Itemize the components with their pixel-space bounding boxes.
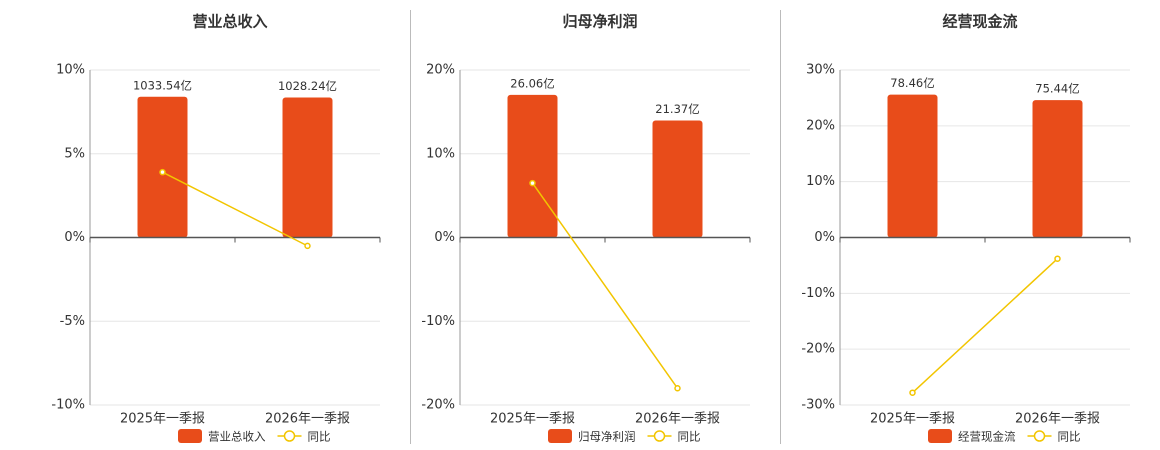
line-point <box>1054 255 1061 262</box>
y-tick-label: 10% <box>806 174 835 189</box>
legend-swatch <box>653 430 666 442</box>
x-tick-label: 2026年一季报 <box>635 412 720 427</box>
y-tick-label: 0% <box>814 230 835 245</box>
bar <box>282 97 333 238</box>
legend-label: 同比 <box>1058 430 1081 444</box>
y-tick-label: -5% <box>60 314 85 329</box>
chart-title: 营业总收入 <box>192 13 267 31</box>
bar <box>887 94 938 238</box>
y-tick-label: -20% <box>421 398 455 413</box>
y-tick-label: 20% <box>426 63 455 78</box>
legend-swatch <box>1033 430 1046 442</box>
bar <box>1032 100 1083 238</box>
legend-label: 营业总收入 <box>208 430 266 444</box>
legend-label: 归母净利润 <box>578 430 636 444</box>
line <box>531 182 679 389</box>
y-tick-label: -10% <box>421 314 455 329</box>
value-label: 26.06亿 <box>510 76 554 90</box>
value-label: 21.37亿 <box>655 102 699 116</box>
line-point <box>674 385 681 392</box>
legend-swatch <box>283 430 296 442</box>
y-tick-label: 10% <box>426 146 455 161</box>
x-tick-label: 2026年一季报 <box>265 412 350 427</box>
value-label: 1033.54亿 <box>133 78 192 92</box>
y-tick-label: -20% <box>801 342 835 357</box>
y-tick-label: 0% <box>64 230 85 245</box>
line-point <box>909 389 916 396</box>
bar <box>137 96 188 238</box>
legend-swatch <box>548 429 572 443</box>
bar <box>652 120 703 238</box>
legend-label: 同比 <box>678 430 701 444</box>
x-tick-label: 2025年一季报 <box>870 412 955 427</box>
chart-title: 经营现金流 <box>942 13 1017 31</box>
y-tick-label: 10% <box>56 63 85 78</box>
value-label: 1028.24亿 <box>278 79 337 93</box>
x-tick-label: 2025年一季报 <box>490 412 575 427</box>
y-tick-label: -10% <box>51 398 85 413</box>
legend-swatch <box>178 429 202 443</box>
line <box>162 171 308 247</box>
x-tick-label: 2025年一季报 <box>120 412 205 427</box>
value-label: 75.44亿 <box>1035 82 1079 96</box>
line-point <box>304 242 311 250</box>
y-tick-label: 20% <box>806 118 835 133</box>
y-tick-label: 30% <box>806 63 835 78</box>
value-label: 78.46亿 <box>890 76 934 90</box>
legend-label: 经营现金流 <box>958 430 1016 444</box>
line-point <box>159 168 166 176</box>
line <box>911 258 1059 394</box>
legend-swatch <box>928 429 952 443</box>
y-tick-label: 5% <box>64 146 85 161</box>
y-tick-label: 0% <box>434 230 455 245</box>
y-tick-label: -10% <box>801 286 835 301</box>
line-point <box>529 179 536 187</box>
y-tick-label: -30% <box>801 398 835 413</box>
legend-label: 同比 <box>308 430 331 444</box>
bar <box>507 94 558 238</box>
chart-title: 归母净利润 <box>562 13 637 31</box>
x-tick-label: 2026年一季报 <box>1015 412 1100 427</box>
